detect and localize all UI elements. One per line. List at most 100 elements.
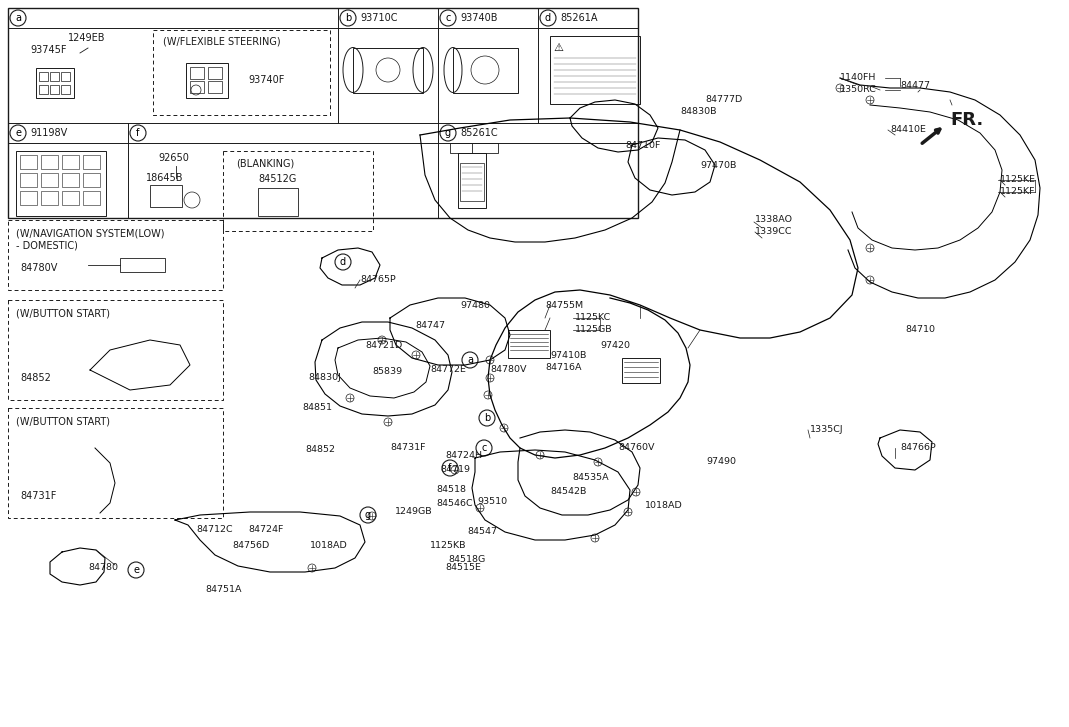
Text: 84518G: 84518G [448,555,485,564]
Text: 84731F: 84731F [20,491,57,501]
Bar [549,36,640,104]
Text: 84751A: 84751A [205,585,242,595]
Text: 84830J: 84830J [308,374,341,382]
Text: 84716A: 84716A [545,364,582,372]
Text: 91198V: 91198V [30,128,67,138]
Text: g: g [365,510,371,520]
Text: - DOMESTIC): - DOMESTIC) [16,241,78,251]
Text: b: b [345,13,351,23]
Bar [7,300,223,400]
Text: 84851: 84851 [303,403,332,412]
Text: 84852: 84852 [20,373,51,383]
Bar [38,72,48,81]
Text: 84710: 84710 [905,326,935,334]
Text: 1350RC: 1350RC [840,86,877,95]
Bar [508,330,549,358]
Bar [20,173,37,187]
Bar [223,151,373,231]
Text: 1140FH: 1140FH [840,73,877,82]
Text: b: b [484,413,490,423]
Text: 97470B: 97470B [700,161,737,169]
Bar [190,81,204,93]
Text: f: f [448,463,452,473]
Text: g: g [445,128,451,138]
Bar [62,191,79,205]
Text: 85839: 85839 [372,368,402,377]
Bar [41,191,58,205]
Bar [450,143,498,153]
Text: 85261A: 85261A [560,13,598,23]
Text: 1125KE: 1125KE [1000,175,1036,185]
Text: d: d [340,257,346,267]
Text: a: a [15,13,21,23]
Text: e: e [133,565,139,575]
Bar [186,63,228,98]
Text: 1338AO: 1338AO [755,215,793,225]
Text: (W/FLEXIBLE STEERING): (W/FLEXIBLE STEERING) [162,36,281,46]
Text: e: e [15,128,21,138]
Bar [62,173,79,187]
Text: 84731F: 84731F [390,443,425,452]
Text: 84765P: 84765P [360,276,396,284]
Bar [208,67,222,79]
Bar [61,72,69,81]
Text: 97480: 97480 [460,300,490,310]
Bar [258,188,298,216]
Text: 1249GB: 1249GB [396,507,433,516]
Text: 84515E: 84515E [445,563,481,572]
Text: 1335CJ: 1335CJ [810,425,843,435]
Text: 93710C: 93710C [360,13,398,23]
Bar [50,85,59,94]
Text: 84780V: 84780V [20,263,58,273]
Text: 84766P: 84766P [900,443,935,452]
Text: 1125KF: 1125KF [1000,188,1036,196]
Bar [120,258,165,272]
Text: 93740B: 93740B [460,13,497,23]
Text: 84512G: 84512G [258,174,296,184]
Bar [20,191,37,205]
Bar [7,220,223,290]
Text: (W/BUTTON START): (W/BUTTON START) [16,309,110,319]
Text: 97420: 97420 [600,340,630,350]
Bar [622,358,660,383]
Text: 84410E: 84410E [890,126,926,134]
Text: 1125KC: 1125KC [575,313,611,323]
Text: 93510: 93510 [477,497,507,507]
Text: (W/NAVIGATION SYSTEM(LOW): (W/NAVIGATION SYSTEM(LOW) [16,229,165,239]
Bar [83,155,100,169]
Text: 18645B: 18645B [146,173,184,183]
Text: 84542B: 84542B [549,488,587,497]
Bar [36,68,74,98]
Text: 93740F: 93740F [248,75,284,85]
Bar [7,8,638,218]
Text: 84712C: 84712C [196,526,233,534]
Text: 1018AD: 1018AD [310,540,347,550]
Bar [41,173,58,187]
Text: 84747: 84747 [415,321,445,329]
Bar [62,155,79,169]
Text: 84780V: 84780V [490,366,527,374]
Text: 84477: 84477 [900,81,930,90]
Text: 84760V: 84760V [618,443,654,452]
Text: 84772E: 84772E [430,366,466,374]
Bar [83,173,100,187]
Bar [41,155,58,169]
Bar [61,85,69,94]
Text: 84756D: 84756D [232,540,269,550]
Text: 84721D: 84721D [365,340,402,350]
Bar [190,67,204,79]
Text: 92650: 92650 [158,153,189,163]
Bar [16,151,106,216]
Text: 1339CC: 1339CC [755,228,792,236]
Bar [453,48,518,93]
Text: 1125GB: 1125GB [575,326,613,334]
Text: ⚠: ⚠ [553,43,563,53]
Text: 97410B: 97410B [549,350,587,359]
Bar [150,185,182,207]
Text: 84777D: 84777D [704,95,742,105]
Text: c: c [446,13,451,23]
Bar [50,72,59,81]
Text: FR.: FR. [950,111,983,129]
Bar [38,85,48,94]
Text: 1249EB: 1249EB [68,33,106,43]
